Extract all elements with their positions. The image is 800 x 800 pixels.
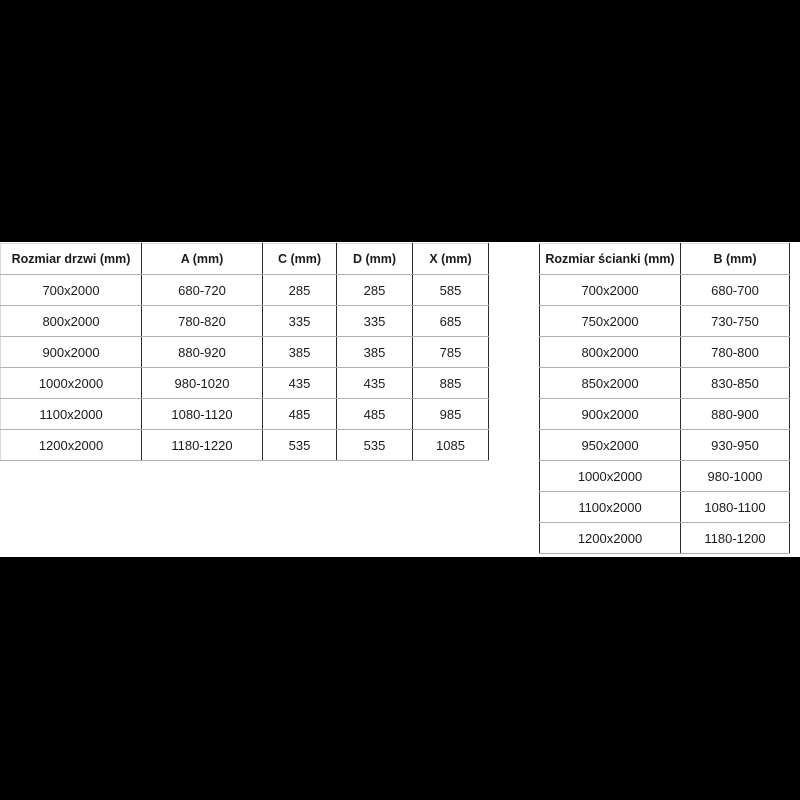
column-header-a: A (mm) [141, 243, 263, 275]
cell-x: 1085 [412, 429, 489, 461]
table-header-row: Rozmiar ścianki (mm) B (mm) [539, 243, 790, 275]
cell-a: 680-720 [141, 274, 263, 306]
cell-d: 385 [336, 336, 413, 368]
cell-door-size: 900x2000 [0, 336, 142, 368]
cell-door-size: 1000x2000 [0, 367, 142, 399]
table-row: 1200x2000 1180-1200 [539, 522, 790, 554]
column-header-x: X (mm) [412, 243, 489, 275]
cell-a: 780-820 [141, 305, 263, 337]
cell-x: 985 [412, 398, 489, 430]
cell-a: 1180-1220 [141, 429, 263, 461]
cell-d: 485 [336, 398, 413, 430]
table-row: 1200x2000 1180-1220 535 535 1085 [0, 429, 489, 461]
column-header-door-size: Rozmiar drzwi (mm) [0, 243, 142, 275]
table-header-row: Rozmiar drzwi (mm) A (mm) C (mm) D (mm) … [0, 243, 489, 275]
table-row: 1100x2000 1080-1100 [539, 491, 790, 523]
cell-d: 335 [336, 305, 413, 337]
cell-door-size: 1200x2000 [0, 429, 142, 461]
table-row: 900x2000 880-920 385 385 785 [0, 336, 489, 368]
cell-c: 435 [262, 367, 337, 399]
column-header-b: B (mm) [680, 243, 790, 275]
cell-c: 535 [262, 429, 337, 461]
cell-x: 885 [412, 367, 489, 399]
column-header-d: D (mm) [336, 243, 413, 275]
cell-wall-size: 800x2000 [539, 336, 681, 368]
table-row: 800x2000 780-800 [539, 336, 790, 368]
table-row: 700x2000 680-720 285 285 585 [0, 274, 489, 306]
door-size-specification-table: Rozmiar drzwi (mm) A (mm) C (mm) D (mm) … [0, 243, 489, 461]
cell-c: 285 [262, 274, 337, 306]
cell-d: 435 [336, 367, 413, 399]
cell-d: 535 [336, 429, 413, 461]
table-row: 1000x2000 980-1020 435 435 885 [0, 367, 489, 399]
cell-wall-size: 900x2000 [539, 398, 681, 430]
cell-b: 980-1000 [680, 460, 790, 492]
cell-wall-size: 1100x2000 [539, 491, 681, 523]
cell-x: 685 [412, 305, 489, 337]
column-header-c: C (mm) [262, 243, 337, 275]
cell-wall-size: 1200x2000 [539, 522, 681, 554]
cell-b: 680-700 [680, 274, 790, 306]
cell-b: 880-900 [680, 398, 790, 430]
table-row: 1000x2000 980-1000 [539, 460, 790, 492]
cell-a: 1080-1120 [141, 398, 263, 430]
cell-b: 1180-1200 [680, 522, 790, 554]
table-row: 700x2000 680-700 [539, 274, 790, 306]
column-header-wall-size: Rozmiar ścianki (mm) [539, 243, 681, 275]
cell-door-size: 700x2000 [0, 274, 142, 306]
cell-door-size: 1100x2000 [0, 398, 142, 430]
cell-b: 780-800 [680, 336, 790, 368]
cell-b: 930-950 [680, 429, 790, 461]
cell-b: 830-850 [680, 367, 790, 399]
cell-c: 385 [262, 336, 337, 368]
wall-panel-size-specification-table: Rozmiar ścianki (mm) B (mm) 700x2000 680… [539, 243, 790, 554]
cell-wall-size: 1000x2000 [539, 460, 681, 492]
cell-wall-size: 750x2000 [539, 305, 681, 337]
table-row: 950x2000 930-950 [539, 429, 790, 461]
table-row: 750x2000 730-750 [539, 305, 790, 337]
cell-x: 585 [412, 274, 489, 306]
cell-b: 730-750 [680, 305, 790, 337]
cell-c: 485 [262, 398, 337, 430]
cell-c: 335 [262, 305, 337, 337]
cell-wall-size: 950x2000 [539, 429, 681, 461]
cell-a: 980-1020 [141, 367, 263, 399]
table-row: 900x2000 880-900 [539, 398, 790, 430]
table-row: 850x2000 830-850 [539, 367, 790, 399]
table-row: 800x2000 780-820 335 335 685 [0, 305, 489, 337]
cell-wall-size: 700x2000 [539, 274, 681, 306]
cell-b: 1080-1100 [680, 491, 790, 523]
cell-d: 285 [336, 274, 413, 306]
cell-x: 785 [412, 336, 489, 368]
table-row: 1100x2000 1080-1120 485 485 985 [0, 398, 489, 430]
cell-a: 880-920 [141, 336, 263, 368]
cell-wall-size: 850x2000 [539, 367, 681, 399]
cell-door-size: 800x2000 [0, 305, 142, 337]
